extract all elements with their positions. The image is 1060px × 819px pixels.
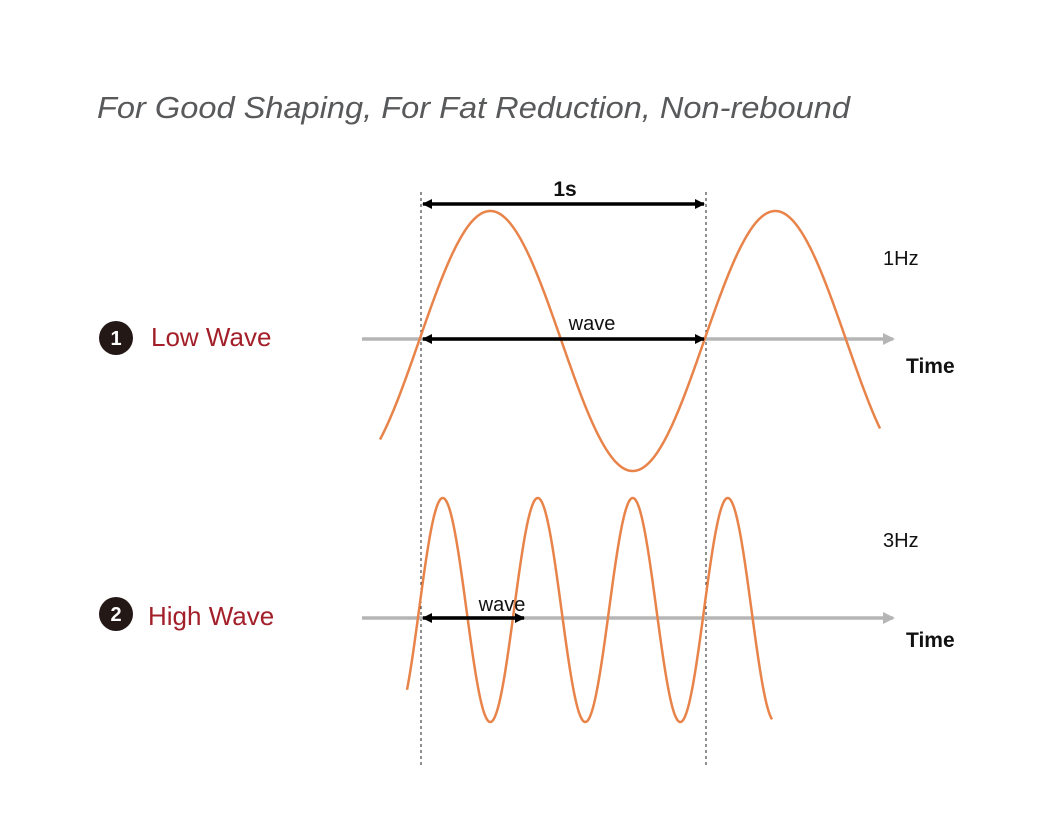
low-wave-curve	[378, 209, 882, 473]
time-label-1: Time	[906, 355, 955, 378]
number-badge-1-text: 1	[110, 328, 121, 350]
low-wave-label: Low Wave	[151, 322, 271, 352]
frequency-label-1: 1Hz	[883, 248, 919, 270]
wave-label-1: wave	[568, 313, 616, 335]
frequency-label-2: 3Hz	[883, 530, 919, 552]
number-badge-2	[99, 597, 133, 631]
wave-label-2: wave	[478, 594, 526, 616]
page-title: For Good Shaping, For Fat Reduction, Non…	[97, 90, 852, 125]
time-label-2: Time	[906, 629, 955, 652]
period-label: 1s	[553, 178, 576, 201]
high-wave-curve	[405, 496, 774, 724]
number-badge-1	[99, 321, 133, 355]
high-wave-label: High Wave	[148, 601, 274, 631]
number-badge-2-text: 2	[110, 604, 121, 626]
